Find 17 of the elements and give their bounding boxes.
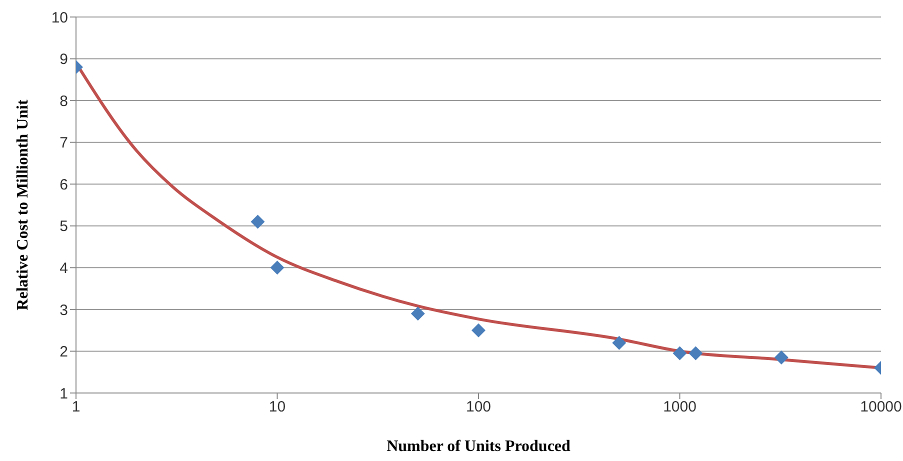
- x-axis-title: Number of Units Produced: [386, 438, 571, 455]
- y-tick-label: 4: [60, 260, 68, 277]
- y-tick-label: 5: [60, 218, 68, 236]
- x-tick-label: 100: [466, 398, 492, 416]
- y-tick-label: 1: [60, 385, 68, 402]
- y-tick-label: 2: [60, 344, 68, 361]
- y-axis-title: Relative Cost to Millionth Unit: [14, 99, 32, 310]
- y-tick-label: 8: [60, 92, 68, 110]
- x-tick-label: 10: [268, 398, 286, 416]
- y-tick-label: 6: [60, 176, 68, 194]
- y-tick-label: 3: [60, 302, 68, 319]
- x-tick-label: 1000: [663, 398, 696, 416]
- y-tick-label: 7: [60, 134, 68, 152]
- y-tick-label: 9: [60, 51, 68, 68]
- x-tick-label: 1: [72, 398, 80, 416]
- x-tick-label: 10000: [860, 398, 902, 416]
- y-tick-label: 10: [51, 9, 68, 26]
